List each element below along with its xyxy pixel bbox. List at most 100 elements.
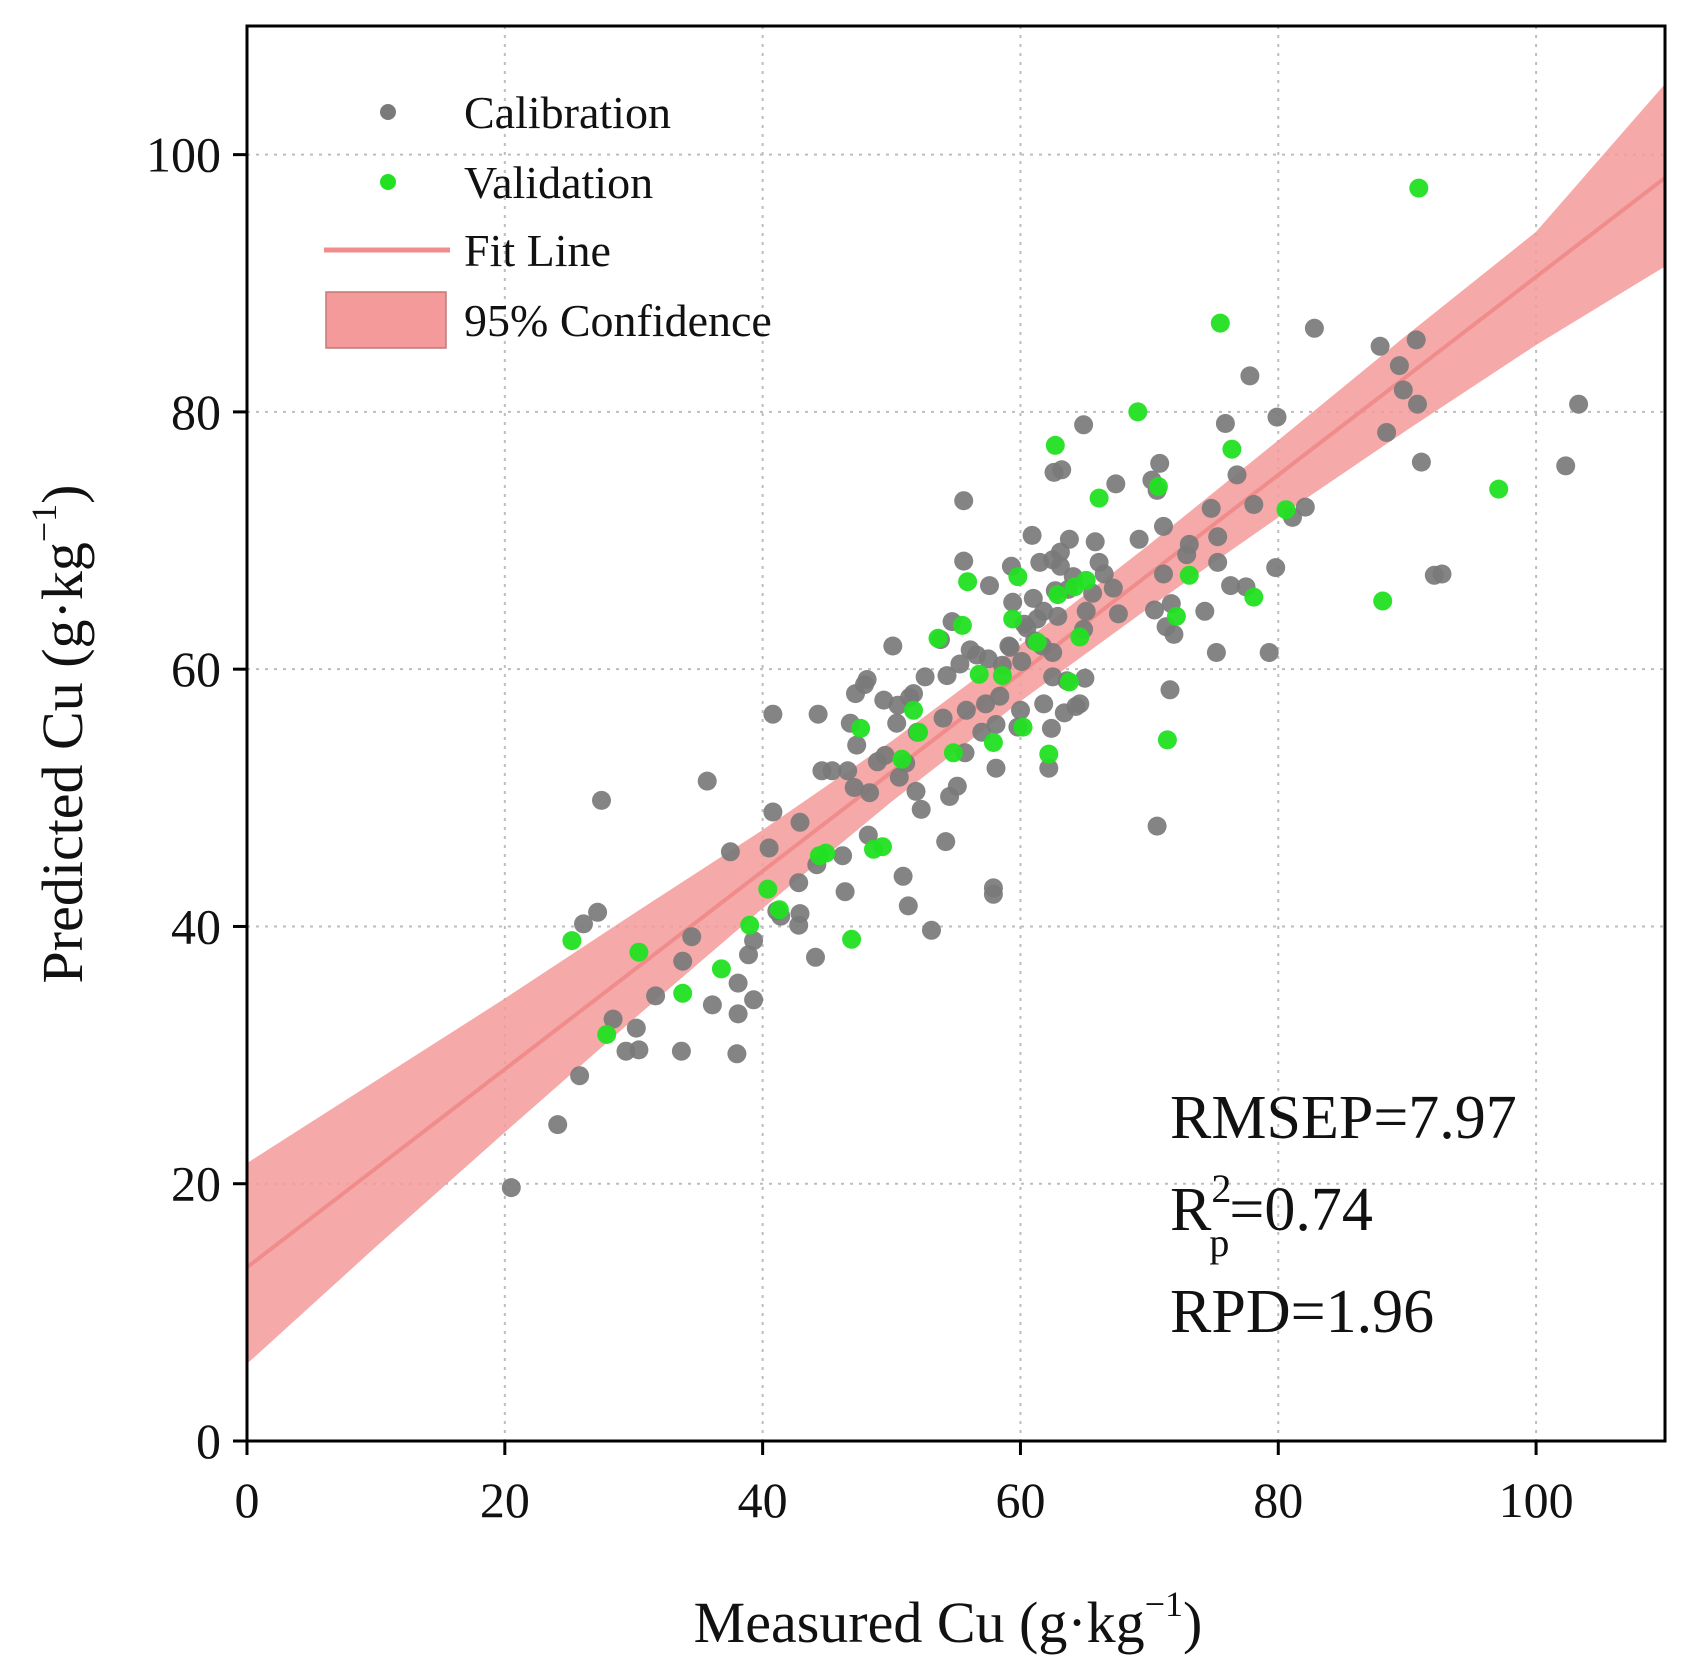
calibration-point-137: [1145, 600, 1164, 620]
calibration-point-94: [1011, 700, 1030, 720]
validation-point-4: [711, 959, 731, 979]
legend-validation-marker: [380, 174, 396, 190]
calibration-point-170: [1406, 330, 1426, 350]
y-axis-label: Predicted Cu (g·kg−1): [24, 485, 95, 984]
validation-point-3: [673, 983, 693, 1003]
calibration-point-82: [980, 576, 999, 596]
calibration-point-142: [1154, 516, 1173, 536]
validation-point-18: [943, 743, 963, 763]
calibration-point-164: [1295, 497, 1315, 517]
calibration-point-51: [883, 636, 903, 656]
y-axis-label-close: ): [30, 485, 95, 504]
calibration-point-171: [1408, 394, 1427, 414]
validation-point-20: [958, 572, 978, 592]
calibration-point-22: [744, 931, 764, 951]
validation-point-30: [1048, 585, 1068, 605]
calibration-point-138: [1147, 816, 1167, 836]
calibration-point-162: [1267, 407, 1287, 427]
stat-r2-value: =0.74: [1229, 1176, 1372, 1244]
validation-point-41: [1210, 313, 1230, 333]
validation-point-37: [1148, 477, 1168, 496]
stat-rpd: RPD=1.96: [1170, 1278, 1434, 1346]
calibration-point-68: [937, 666, 957, 686]
legend-fit-line-label: Fit Line: [464, 225, 611, 276]
validation-point-21: [969, 664, 989, 684]
calibration-point-95: [1012, 652, 1032, 671]
calibration-point-151: [1206, 643, 1226, 662]
calibration-point-132: [1103, 578, 1123, 598]
calibration-point-31: [790, 812, 810, 832]
y-tick-label-3: 60: [171, 641, 221, 697]
calibration-point-57: [898, 896, 918, 916]
calibration-point-50: [875, 745, 895, 765]
calibration-point-17: [727, 1044, 747, 1064]
calibration-point-38: [835, 882, 855, 902]
validation-point-16: [909, 722, 929, 742]
calibration-point-80: [976, 694, 996, 714]
calibration-point-62: [911, 799, 931, 819]
calibration-point-109: [1043, 643, 1063, 662]
calibration-point-4: [588, 902, 608, 922]
validation-point-43: [1244, 587, 1264, 607]
stat-r2-sub: p: [1209, 1220, 1229, 1265]
calibration-point-133: [1106, 474, 1126, 494]
statistics-annotation: RMSEP=7.97 R2 p=0.74 RPD=1.96: [1170, 1084, 1517, 1346]
calibration-point-175: [1556, 456, 1576, 476]
calibration-point-59: [904, 684, 923, 704]
calibration-point-129: [1085, 532, 1105, 552]
calibration-point-144: [1160, 680, 1180, 700]
stat-rmsep: RMSEP=7.97: [1170, 1084, 1517, 1152]
calibration-point-81: [978, 649, 998, 669]
calibration-point-176: [1569, 394, 1589, 414]
stat-r2-base: R: [1170, 1176, 1212, 1244]
legend-calibration-marker: [380, 104, 396, 120]
calibration-point-123: [1070, 694, 1090, 714]
calibration-point-126: [1075, 668, 1095, 688]
validation-point-38: [1157, 730, 1177, 750]
validation-point-13: [873, 837, 892, 857]
validation-point-17: [928, 628, 948, 648]
calibration-point-52: [887, 713, 907, 733]
calibration-point-63: [915, 667, 935, 687]
x-axis-label-sup: −1: [1145, 1584, 1183, 1624]
plot-frame: [245, 24, 1667, 1443]
x-tick-label-5: 100: [1499, 1472, 1574, 1528]
y-tick-label-0: 0: [196, 1413, 221, 1469]
validation-point-47: [1489, 479, 1509, 499]
validation-point-14: [892, 749, 912, 769]
stat-r2: R2 p=0.74: [1170, 1166, 1373, 1265]
calibration-point-18: [728, 1004, 748, 1024]
x-tick-label-0: 0: [235, 1472, 260, 1528]
y-tick-label-1: 20: [171, 1156, 221, 1212]
validation-point-45: [1373, 591, 1393, 611]
calibration-point-172: [1411, 452, 1431, 472]
validation-point-27: [1027, 632, 1047, 652]
legend-calibration-label: Calibration: [464, 87, 671, 138]
calibration-point-10: [646, 986, 666, 1006]
calibration-point-166: [1370, 336, 1390, 356]
validation-point-0: [562, 931, 582, 951]
calibration-point-0: [501, 1178, 521, 1198]
calibration-point-131: [1094, 564, 1114, 584]
calibration-point-113: [1048, 606, 1068, 626]
calibration-point-5: [592, 790, 611, 810]
validation-points: [562, 178, 1509, 1044]
x-axis-label-close: ): [1183, 1590, 1202, 1655]
validation-point-5: [740, 915, 760, 935]
calibration-point-127: [1076, 601, 1096, 621]
calibration-point-67: [936, 832, 956, 852]
calibration-point-90: [1000, 637, 1020, 657]
validation-point-9: [816, 843, 836, 863]
calibration-point-174: [1432, 564, 1452, 584]
y-tick-label-4: 80: [171, 384, 221, 440]
calibration-point-74: [954, 491, 974, 511]
validation-point-19: [952, 615, 972, 635]
calibration-point-99: [1023, 588, 1043, 608]
validation-point-25: [1008, 567, 1028, 587]
fit-line-layer: [245, 176, 1667, 1269]
validation-point-2: [629, 942, 649, 962]
calibration-point-76: [956, 700, 976, 720]
validation-point-44: [1276, 500, 1296, 520]
y-axis-label-main: Predicted Cu (g·kg: [30, 542, 95, 983]
